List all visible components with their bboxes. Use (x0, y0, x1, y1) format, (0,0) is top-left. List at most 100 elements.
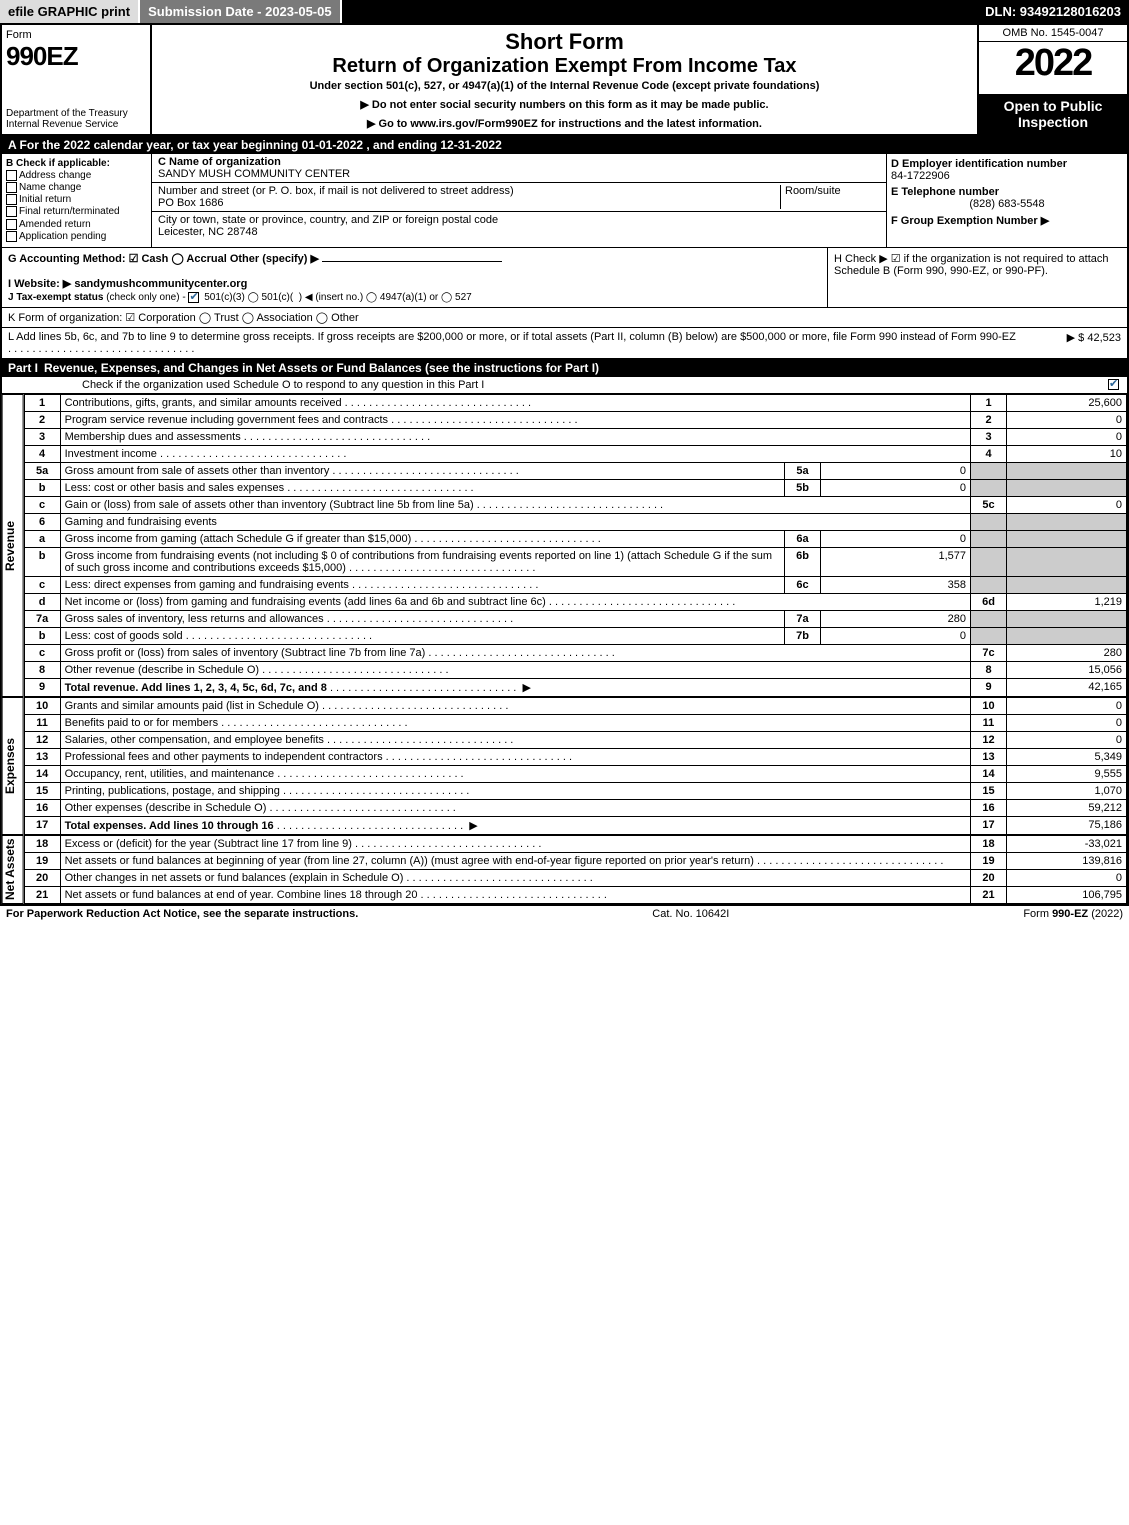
line-number: 18 (24, 835, 60, 852)
box-c: C Name of organization SANDY MUSH COMMUN… (152, 154, 887, 247)
top-bar: efile GRAPHIC print Submission Date - 20… (0, 0, 1129, 23)
footer: For Paperwork Reduction Act Notice, see … (0, 906, 1129, 922)
line-row: 15Printing, publications, postage, and s… (24, 782, 1126, 799)
line-number: b (24, 479, 60, 496)
line-number: 7a (24, 610, 60, 627)
line-row: cLess: direct expenses from gaming and f… (24, 576, 1126, 593)
line-a: A For the 2022 calendar year, or tax yea… (2, 136, 1127, 154)
line-amount (1007, 576, 1127, 593)
sub-line-label: 6c (785, 576, 821, 593)
line-row: 10Grants and similar amounts paid (list … (24, 697, 1126, 714)
sub-line-amount: 280 (821, 610, 971, 627)
line-row: aGross income from gaming (attach Schedu… (24, 530, 1126, 547)
line-amount: 1,219 (1007, 593, 1127, 610)
box-b-title: B Check if applicable: (6, 158, 147, 169)
line-num-col (971, 530, 1007, 547)
footer-mid: Cat. No. 10642I (652, 908, 729, 920)
ein-label: D Employer identification number (891, 158, 1067, 170)
footer-right: Form 990-EZ (2022) (1023, 908, 1123, 920)
dept-label: Department of the Treasury Internal Reve… (6, 108, 146, 130)
netassets-side-label: Net Assets (2, 835, 24, 904)
line-number: 9 (24, 678, 60, 696)
sub-line-amount: 1,577 (821, 547, 971, 576)
line-row: 13Professional fees and other payments t… (24, 748, 1126, 765)
header-middle: Short Form Return of Organization Exempt… (152, 25, 977, 134)
expenses-side-label: Expenses (2, 697, 24, 835)
line-desc: Membership dues and assessments (60, 428, 970, 445)
sub-line-amount: 0 (821, 479, 971, 496)
org-name: SANDY MUSH COMMUNITY CENTER (158, 168, 350, 180)
chk-name-change[interactable]: Name change (6, 182, 147, 193)
part1-schedule-o-checkbox[interactable] (1108, 379, 1119, 390)
chk-final-return[interactable]: Final return/terminated (6, 206, 147, 217)
line-number: 21 (24, 886, 60, 903)
line-num-col (971, 576, 1007, 593)
sub-line-label: 5b (785, 479, 821, 496)
line-number: c (24, 644, 60, 661)
city-value: Leicester, NC 28748 (158, 226, 258, 238)
line-desc: Gross sales of inventory, less returns a… (60, 610, 784, 627)
line-amount: 0 (1007, 869, 1127, 886)
line-desc: Gross income from gaming (attach Schedul… (60, 530, 784, 547)
line-row: cGross profit or (loss) from sales of in… (24, 644, 1126, 661)
revenue-side-label: Revenue (2, 394, 24, 697)
group-exemption-label: F Group Exemption Number ▶ (891, 215, 1049, 227)
line-row: 9Total revenue. Add lines 1, 2, 3, 4, 5c… (24, 678, 1126, 696)
line-desc: Professional fees and other payments to … (60, 748, 970, 765)
line-row: 6Gaming and fundraising events (24, 513, 1126, 530)
line-gh: G Accounting Method: ☑ Cash ◯ Accrual Ot… (2, 248, 1127, 308)
line-g: G Accounting Method: ☑ Cash ◯ Accrual Ot… (2, 248, 827, 307)
line-desc: Program service revenue including govern… (60, 411, 970, 428)
footer-left: For Paperwork Reduction Act Notice, see … (6, 908, 358, 920)
line-desc: Other changes in net assets or fund bala… (60, 869, 970, 886)
line-num-col: 2 (971, 411, 1007, 428)
line-num-col: 14 (971, 765, 1007, 782)
line-number: b (24, 547, 60, 576)
sub-line-amount: 0 (821, 627, 971, 644)
line-amount: 0 (1007, 697, 1127, 714)
line-number: 8 (24, 661, 60, 678)
line-amount: 15,056 (1007, 661, 1127, 678)
line-row: 11Benefits paid to or for members 110 (24, 714, 1126, 731)
efile-print-button[interactable]: efile GRAPHIC print (0, 0, 140, 23)
line-num-col: 18 (971, 835, 1007, 852)
chk-application-pending[interactable]: Application pending (6, 231, 147, 242)
line-amount (1007, 547, 1127, 576)
netassets-section: Net Assets 18Excess or (deficit) for the… (2, 835, 1127, 904)
line-num-col (971, 547, 1007, 576)
line-row: 5aGross amount from sale of assets other… (24, 462, 1126, 479)
line-num-col: 20 (971, 869, 1007, 886)
line-number: 10 (24, 697, 60, 714)
header-left: Form 990EZ Department of the Treasury In… (2, 25, 152, 134)
line-number: b (24, 627, 60, 644)
tax-year: 2022 (979, 42, 1127, 94)
sub-line-label: 7a (785, 610, 821, 627)
chk-amended-return[interactable]: Amended return (6, 219, 147, 230)
chk-address-change[interactable]: Address change (6, 170, 147, 181)
sub-line-amount: 0 (821, 530, 971, 547)
submission-date-button[interactable]: Submission Date - 2023-05-05 (140, 0, 342, 23)
line-amount: 0 (1007, 428, 1127, 445)
line-num-col: 11 (971, 714, 1007, 731)
line-desc: Occupancy, rent, utilities, and maintena… (60, 765, 970, 782)
line-row: 4Investment income 410 (24, 445, 1126, 462)
line-desc: Gross income from fundraising events (no… (60, 547, 784, 576)
city-label: City or town, state or province, country… (158, 214, 498, 226)
line-desc: Gross amount from sale of assets other t… (60, 462, 784, 479)
line-row: 19Net assets or fund balances at beginni… (24, 852, 1126, 869)
form-frame: Form 990EZ Department of the Treasury In… (0, 23, 1129, 906)
accounting-method: G Accounting Method: ☑ Cash ◯ Accrual Ot… (8, 253, 319, 265)
line-num-col: 12 (971, 731, 1007, 748)
line-row: 16Other expenses (describe in Schedule O… (24, 799, 1126, 816)
line-num-col: 7c (971, 644, 1007, 661)
line-desc: Other revenue (describe in Schedule O) (60, 661, 970, 678)
line-row: 14Occupancy, rent, utilities, and mainte… (24, 765, 1126, 782)
part1-sub: Check if the organization used Schedule … (2, 377, 1127, 394)
line-desc: Investment income (60, 445, 970, 462)
line-amount (1007, 530, 1127, 547)
line-number: 3 (24, 428, 60, 445)
chk-initial-return[interactable]: Initial return (6, 194, 147, 205)
line-num-col: 1 (971, 394, 1007, 411)
sub-line-label: 6b (785, 547, 821, 576)
line-num-col: 5c (971, 496, 1007, 513)
